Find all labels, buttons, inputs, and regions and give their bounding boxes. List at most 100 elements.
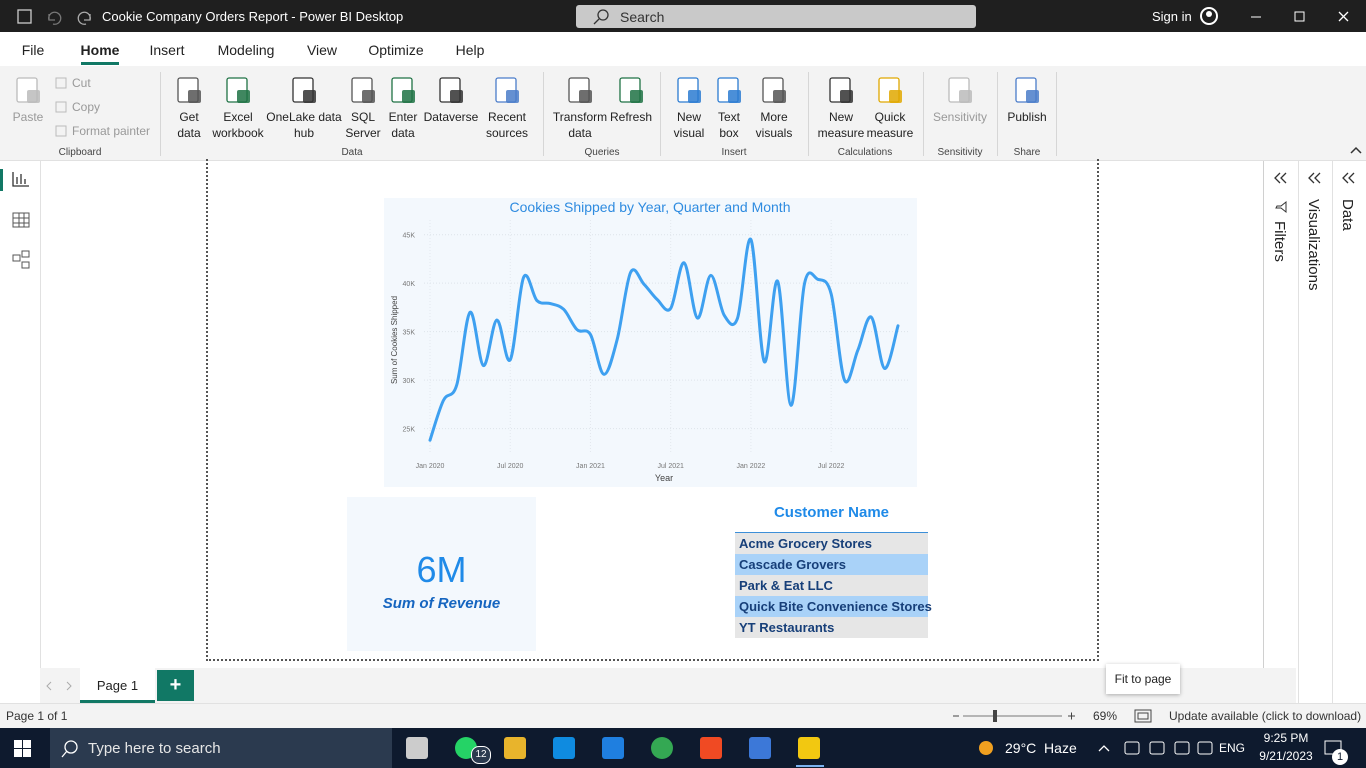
ribbon: Clipboard Paste Data Get data Excel workbook… <box>0 66 1366 161</box>
y-tick-label: 30K <box>403 378 416 385</box>
title-bar: Cookie Company Orders Report - Power BI … <box>0 0 1366 32</box>
menu-tab[interactable]: Help <box>455 42 485 58</box>
group-label: Insert <box>721 147 747 158</box>
slicer-item[interactable]: Acme Grocery Stores <box>735 533 928 554</box>
slicer-item[interactable]: YT Restaurants <box>735 617 928 638</box>
taskbar-search[interactable]: Type here to search <box>50 728 392 768</box>
x-tick-label: Jan 2022 <box>737 463 766 470</box>
ribbon-button[interactable]: Transform data <box>552 110 608 140</box>
view-icons <box>12 172 30 269</box>
pane-title[interactable]: Visualizations <box>1305 199 1322 291</box>
model-view <box>12 250 30 269</box>
menu-tab[interactable]: Optimize <box>368 42 424 58</box>
ribbon-button[interactable]: Dataverse <box>423 110 479 124</box>
slicer-item-text[interactable]: Park & Eat LLC <box>739 578 833 593</box>
button-icon <box>351 77 375 103</box>
update-notice[interactable]: Update available (click to download) <box>1169 709 1362 723</box>
chevrons <box>1274 172 1287 184</box>
app-icon <box>553 737 575 759</box>
y-tick-label: 40K <box>403 281 416 288</box>
zoom-level[interactable]: 69% <box>1093 709 1118 723</box>
tray-icon <box>1197 741 1213 755</box>
left-nav <box>0 161 41 668</box>
icon-accent <box>959 90 972 103</box>
ribbon-button[interactable]: New visual <box>673 110 705 140</box>
y-tick-label: 45K <box>403 233 416 240</box>
menu-tab[interactable]: View <box>306 42 338 58</box>
tray-chevron <box>1098 745 1110 752</box>
button-icon <box>439 77 463 103</box>
button-icon <box>568 77 592 103</box>
close <box>1338 11 1349 22</box>
menu-tab[interactable]: Insert <box>149 42 185 58</box>
y-tick-label: 25K <box>403 427 416 434</box>
ribbon-button[interactable]: New measure <box>817 110 865 140</box>
kpi-card: 6M Sum of Revenue <box>347 497 536 651</box>
undo-icon <box>48 11 62 25</box>
notification-count[interactable]: 1 <box>1332 749 1348 765</box>
group-separator <box>923 72 924 156</box>
app-icon <box>700 737 722 759</box>
slicer-item[interactable]: Quick Bite Convenience Stores <box>735 596 932 617</box>
sign-in[interactable]: Sign in <box>1152 9 1192 24</box>
slicer-item-text[interactable]: YT Restaurants <box>739 620 835 635</box>
slicer-item-text[interactable]: Cascade Grovers <box>739 557 846 572</box>
chevron <box>1350 146 1362 154</box>
plus <box>1068 712 1075 720</box>
ribbon-button[interactable]: More visuals <box>755 110 793 140</box>
ribbon-button[interactable]: Refresh <box>609 110 653 124</box>
slicer-item-text[interactable]: Acme Grocery Stores <box>739 536 872 551</box>
table-grid <box>13 213 29 227</box>
group-separator <box>808 72 809 156</box>
fit-to-page <box>1134 709 1152 723</box>
report-page <box>206 159 1099 661</box>
group-separator <box>660 72 661 156</box>
pane-divider <box>1298 161 1299 703</box>
fit-inner <box>1137 712 1149 720</box>
search-box[interactable]: Search <box>576 5 976 28</box>
pane-title[interactable]: Filters <box>1271 221 1288 262</box>
ribbon-button[interactable]: Quick measure <box>866 110 914 140</box>
page-tab-label[interactable]: Page 1 <box>96 678 139 693</box>
ribbon-button[interactable]: Enter data <box>388 110 418 140</box>
expand-pane <box>1274 172 1287 184</box>
tray-icon <box>1124 741 1140 755</box>
menu-tab[interactable]: Home <box>80 42 120 58</box>
avatar-head <box>1206 11 1212 17</box>
small-button-icon <box>55 77 67 89</box>
start-button <box>14 740 31 757</box>
x-tick-label: Jul 2022 <box>818 463 845 470</box>
slicer-item-text[interactable]: Quick Bite Convenience Stores <box>739 599 932 614</box>
line-chart: Cookies Shipped by Year, Quarter and Mon… <box>384 198 917 487</box>
card-label: Sum of Revenue <box>382 595 501 612</box>
ribbon-button[interactable]: Recent sources <box>485 110 529 140</box>
menu-bar: File Home Insert Modeling View Optimize Help <box>0 32 1366 66</box>
menu-tab[interactable]: File <box>21 42 45 58</box>
start-tile <box>14 740 22 748</box>
app-icon <box>406 737 428 759</box>
app-icon <box>602 737 624 759</box>
lens <box>597 9 609 21</box>
ribbon-button[interactable]: Publish <box>1007 110 1047 124</box>
quick-access-icons <box>17 9 91 25</box>
icon-accent <box>728 90 741 103</box>
page-tab[interactable]: Page 1 <box>80 668 155 703</box>
ribbon-button[interactable]: OneLake data hub <box>266 110 342 140</box>
icon-accent <box>688 90 701 103</box>
filter-icon <box>1275 200 1287 214</box>
ribbon-button[interactable]: Excel workbook <box>212 110 264 140</box>
ribbon-button[interactable]: SQL Server <box>345 110 381 140</box>
slicer-item[interactable]: Park & Eat LLC <box>735 575 928 596</box>
ribbon-button[interactable]: Text box <box>717 110 740 140</box>
table-view <box>12 212 30 228</box>
x-tick-label: Jan 2021 <box>576 463 605 470</box>
x-tick-label: Jul 2020 <box>497 463 524 470</box>
pane-title[interactable]: Data <box>1339 199 1356 231</box>
slicer-item[interactable]: Cascade Grovers <box>735 554 928 575</box>
group-separator <box>160 72 161 156</box>
ribbon-button[interactable]: Get data <box>177 110 201 140</box>
add-page[interactable]: + <box>157 670 194 701</box>
menu-tab[interactable]: Modeling <box>217 42 275 58</box>
